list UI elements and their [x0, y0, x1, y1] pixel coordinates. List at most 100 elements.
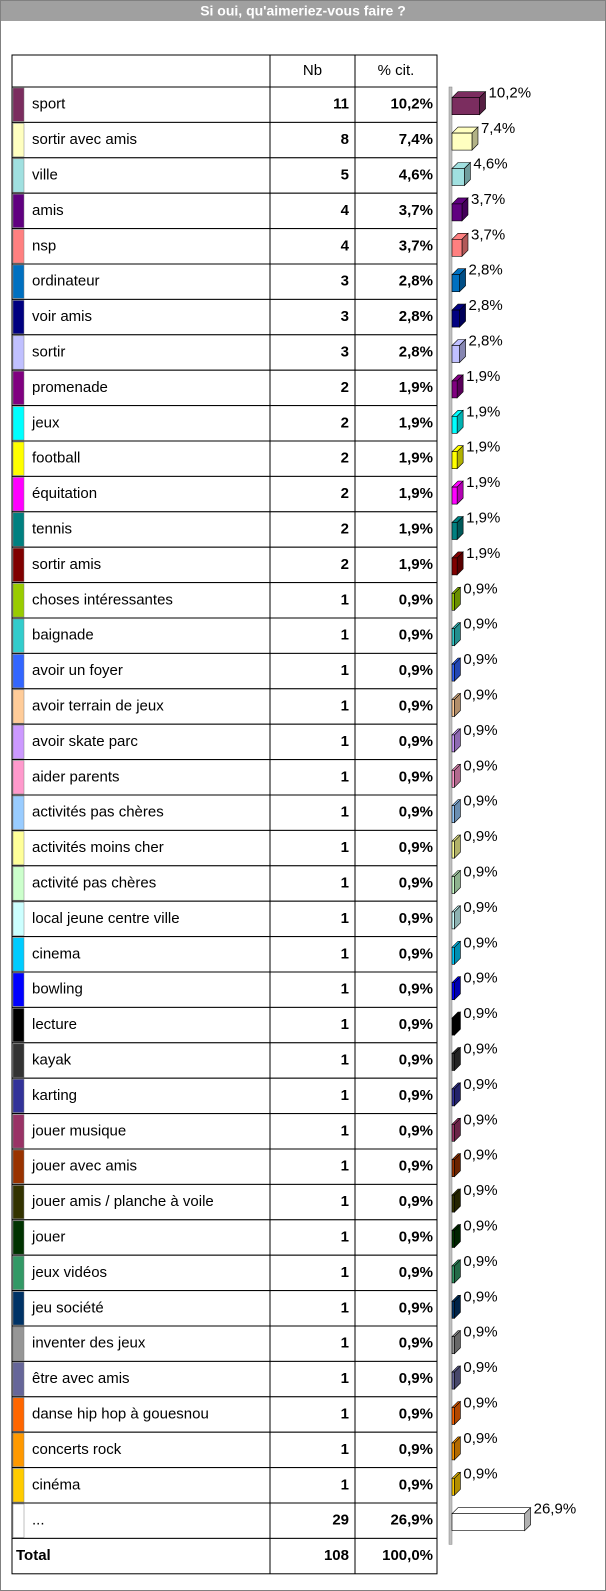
row-count: 1: [341, 945, 349, 962]
row: [11, 582, 438, 619]
row-percent: 26,9%: [390, 1512, 433, 1529]
bar: [451, 1513, 525, 1531]
row: [11, 1502, 438, 1539]
bar-shade: [471, 127, 478, 151]
color-swatch: [12, 618, 25, 653]
bar: [451, 1194, 455, 1213]
row-percent: 2,8%: [399, 343, 433, 360]
row: [11, 1113, 438, 1150]
color-swatch: [12, 477, 25, 512]
bar-shade: [454, 799, 461, 823]
row: [11, 1325, 438, 1362]
bar: [451, 592, 455, 611]
bar: [451, 486, 458, 505]
bar-shade: [454, 1472, 461, 1496]
bar: [451, 1230, 455, 1248]
bar: [451, 1088, 455, 1107]
bar-label: 1,9%: [466, 368, 500, 385]
row-label: choses intéressantes: [32, 591, 173, 608]
row-count: 1: [341, 697, 349, 714]
color-swatch: [12, 1008, 25, 1043]
row-label: baignade: [32, 627, 94, 644]
row: [11, 86, 438, 123]
color-swatch: [12, 689, 25, 724]
row-label: karting: [32, 1087, 77, 1104]
row: [11, 1148, 438, 1185]
bar: [451, 522, 458, 540]
color-swatch: [12, 1326, 25, 1361]
color-swatch: [12, 901, 25, 936]
color-swatch: [12, 1291, 25, 1326]
header-cell: [11, 54, 271, 88]
bar-label: 0,9%: [463, 863, 497, 880]
bar-label: 1,9%: [466, 545, 500, 562]
bar-shade: [454, 870, 461, 894]
row-percent: 0,9%: [399, 1264, 433, 1281]
row-percent: 0,9%: [399, 1476, 433, 1493]
bar: [451, 876, 455, 894]
row-label: sortir: [32, 343, 65, 360]
bar: [451, 309, 460, 328]
row-count: 1: [341, 1158, 349, 1175]
bar: [451, 451, 458, 470]
row-label: cinema: [32, 945, 81, 962]
color-swatch: [12, 1255, 25, 1290]
row-percent: 0,9%: [399, 1158, 433, 1175]
color-swatch: [12, 1185, 25, 1220]
row-label: ordinateur: [32, 273, 100, 290]
bar-label: 26,9%: [534, 1501, 577, 1518]
bar-shade: [454, 1224, 461, 1248]
color-swatch: [12, 1362, 25, 1397]
bar: [451, 805, 455, 824]
bar: [451, 1017, 455, 1036]
row-percent: 4,6%: [399, 166, 433, 183]
row: [11, 617, 438, 654]
color-swatch: [12, 760, 25, 795]
bar-shade: [454, 1436, 461, 1460]
bar-label: 0,9%: [463, 1076, 497, 1093]
row: [11, 900, 438, 938]
color-swatch: [12, 972, 25, 1007]
bar-label: 0,9%: [463, 580, 497, 597]
row: [11, 1254, 438, 1292]
row-label: nsp: [32, 237, 56, 254]
color-swatch: [12, 866, 25, 901]
total-label: Total: [16, 1547, 51, 1564]
row-count: 2: [341, 556, 349, 573]
row-label: football: [32, 450, 80, 467]
bar-shade: [461, 197, 468, 221]
row-percent: 0,9%: [399, 662, 433, 679]
total-count: 108: [324, 1547, 349, 1564]
bar-shade: [454, 1082, 461, 1106]
bar-shade: [459, 304, 466, 328]
bar: [451, 1407, 455, 1425]
row-count: 11: [333, 96, 349, 113]
bar: [451, 982, 455, 1001]
row-label: être avec amis: [32, 1370, 130, 1387]
row-percent: 0,9%: [399, 874, 433, 891]
color-swatch: [12, 370, 25, 405]
row-label: tennis: [32, 520, 72, 537]
row-percent: 0,9%: [399, 697, 433, 714]
bar: [451, 1371, 455, 1390]
bar-shade: [454, 976, 461, 1000]
row: [11, 157, 438, 194]
row-count: 1: [341, 1441, 349, 1458]
color-swatch: [12, 335, 25, 370]
color-swatch: [12, 1078, 25, 1113]
row-label: aider parents: [32, 768, 120, 785]
bar: [451, 415, 458, 434]
bar-shade: [454, 1118, 461, 1142]
row: [11, 369, 438, 407]
row-count: 2: [341, 520, 349, 537]
bar-label: 0,9%: [463, 722, 497, 739]
row-count: 1: [341, 662, 349, 679]
row: [11, 794, 438, 831]
row: [11, 298, 438, 336]
color-swatch: [12, 1503, 25, 1538]
row-percent: 0,9%: [399, 1441, 433, 1458]
bar-shade: [459, 339, 466, 363]
color-swatch: [12, 300, 25, 335]
row-count: 2: [341, 485, 349, 502]
color-swatch: [12, 1114, 25, 1149]
